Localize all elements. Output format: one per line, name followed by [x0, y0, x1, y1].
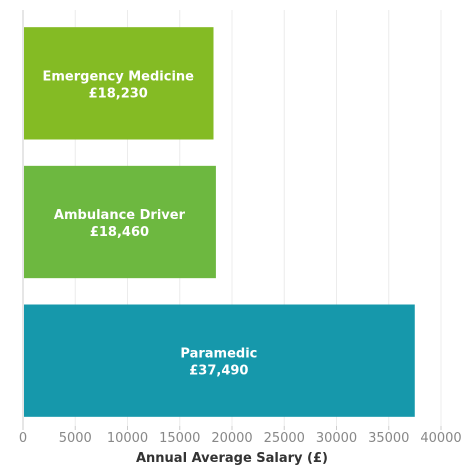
- bar-category-label: Paramedic: [180, 347, 257, 362]
- x-axis-ticks: 0 5000 10000 15000 20000 25000 30000 35000 40000: [19, 426, 462, 446]
- x-tick-label: 5000: [59, 431, 92, 446]
- x-tick-label: 10000: [107, 431, 148, 446]
- bar: [24, 27, 214, 140]
- bar: [24, 304, 415, 417]
- bar-value-label: £18,460: [90, 225, 149, 240]
- bar-category-label: Emergency Medicine: [43, 69, 195, 84]
- x-tick-label: 20000: [211, 431, 252, 446]
- x-tick-label: 15000: [159, 431, 200, 446]
- bar-value-label: £18,230: [89, 86, 148, 101]
- x-tick-label: 30000: [316, 431, 357, 446]
- x-tick-label: 0: [19, 431, 27, 446]
- bars: Emergency Medicine £18,230 Ambulance Drive…: [24, 27, 415, 417]
- x-tick-label: 40000: [420, 431, 461, 446]
- bar-value-label: £37,490: [189, 364, 248, 379]
- bar-category-label: Ambulance Driver: [54, 208, 186, 223]
- x-tick-label: 35000: [368, 431, 409, 446]
- bar: [24, 165, 216, 279]
- x-tick-label: 25000: [264, 431, 305, 446]
- x-axis-title: Annual Average Salary (£): [136, 451, 328, 466]
